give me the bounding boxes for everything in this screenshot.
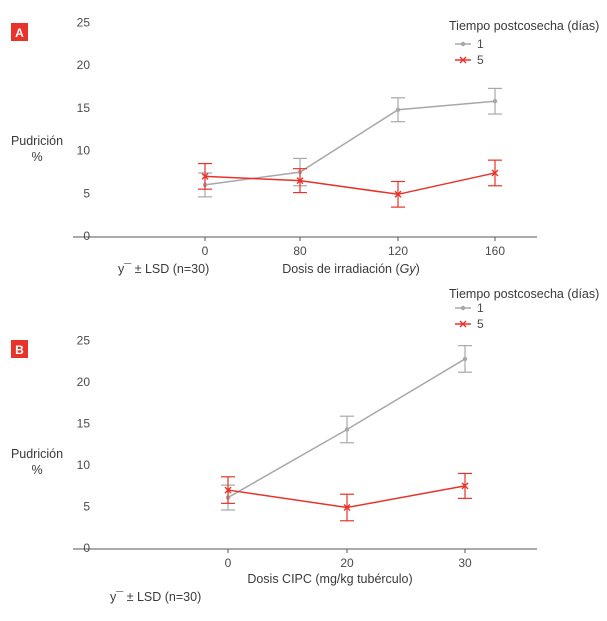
panel-b-plot: 0 5 10 15 20 25 0 20 30 [73, 334, 537, 570]
legend-label: 1 [477, 37, 484, 51]
x-axis-label-a: Dosis de irradiación (Gy) [282, 262, 420, 276]
x-axis-label-b: Dosis CIPC (mg/kg tubérculo) [247, 572, 412, 586]
data-point [224, 486, 232, 494]
data-point [492, 99, 498, 104]
y-tick-label-a: 15 [77, 101, 91, 115]
y-tick-label-b: 20 [77, 375, 91, 389]
legend-item-5: 5 [455, 53, 484, 67]
y-tick-label-a: 0 [83, 229, 90, 243]
legend-item-1: 1 [455, 37, 484, 51]
x-tick-label-b: 30 [458, 556, 472, 570]
legend-b: 15 [455, 301, 484, 331]
legend-title-a: Tiempo postcosecha (días) [449, 19, 599, 33]
data-point [344, 427, 350, 432]
x-tick-label-a: 160 [485, 244, 505, 258]
y-tick-label-a: 5 [83, 186, 90, 200]
legend-title-b: Tiempo postcosecha (días) [449, 287, 599, 301]
legend-label: 1 [477, 301, 484, 315]
y-tick-label-b: 10 [77, 458, 91, 472]
data-point [491, 169, 499, 177]
x-tick-label-a: 80 [293, 244, 307, 258]
series-1-b [221, 345, 472, 511]
data-point [461, 482, 469, 490]
y-tick-label-a: 20 [77, 58, 91, 72]
y-tick-label-b: 0 [83, 541, 90, 555]
x-tick-label-b: 0 [225, 556, 232, 570]
data-point [343, 504, 351, 511]
legend-marker [460, 305, 466, 311]
data-point [394, 190, 402, 198]
panel-a-badge [11, 23, 28, 41]
x-tick-label-a: 0 [202, 244, 209, 258]
data-point [296, 177, 304, 185]
note-b: y¯ ± LSD (n=30) [110, 590, 201, 604]
panel-b-label: B [15, 343, 24, 357]
legend-item-5: 5 [455, 317, 484, 331]
y-axis-label-a-line1: Pudrición [11, 134, 63, 148]
series-5-a [198, 159, 502, 208]
legend-a: 15 [455, 37, 484, 67]
panel-a-y-axis-label: Pudrición % [11, 134, 63, 164]
legend-item-1: 1 [455, 301, 484, 315]
panel-b-y-axis-label: Pudrición % [11, 447, 63, 477]
y-axis-label-a-line2: % [31, 150, 42, 164]
y-tick-label-b: 25 [77, 334, 91, 348]
data-point [395, 107, 401, 112]
y-axis-label-b-line1: Pudrición [11, 447, 63, 461]
y-tick-label-a: 10 [77, 144, 91, 158]
y-axis-label-b-line2: % [31, 463, 42, 477]
note-a: y¯ ± LSD (n=30) [118, 262, 209, 276]
data-point [201, 172, 209, 180]
y-tick-label-b: 5 [83, 500, 90, 514]
legend-marker [459, 320, 467, 328]
panel-b-badge [11, 340, 28, 358]
x-tick-label-a: 120 [388, 244, 408, 258]
y-tick-label-a: 25 [77, 16, 91, 30]
x-axis-label-a-main: Dosis de irradiación ( [282, 262, 400, 276]
series-line-5-a [204, 172, 496, 196]
x-axis-label-a-unit: Gy [400, 262, 417, 276]
series-line-1-a [204, 100, 496, 186]
legend-marker [459, 56, 467, 64]
legend-label: 5 [477, 53, 484, 67]
x-axis-label-a-close: ) [416, 262, 420, 276]
series-5-b [221, 472, 472, 522]
panel-a-label: A [15, 26, 24, 40]
x-tick-label-b: 20 [340, 556, 354, 570]
legend-label: 5 [477, 317, 484, 331]
series-1-a [198, 87, 502, 198]
legend-marker [460, 41, 466, 47]
y-tick-label-b: 15 [77, 417, 91, 431]
data-point [462, 356, 468, 362]
